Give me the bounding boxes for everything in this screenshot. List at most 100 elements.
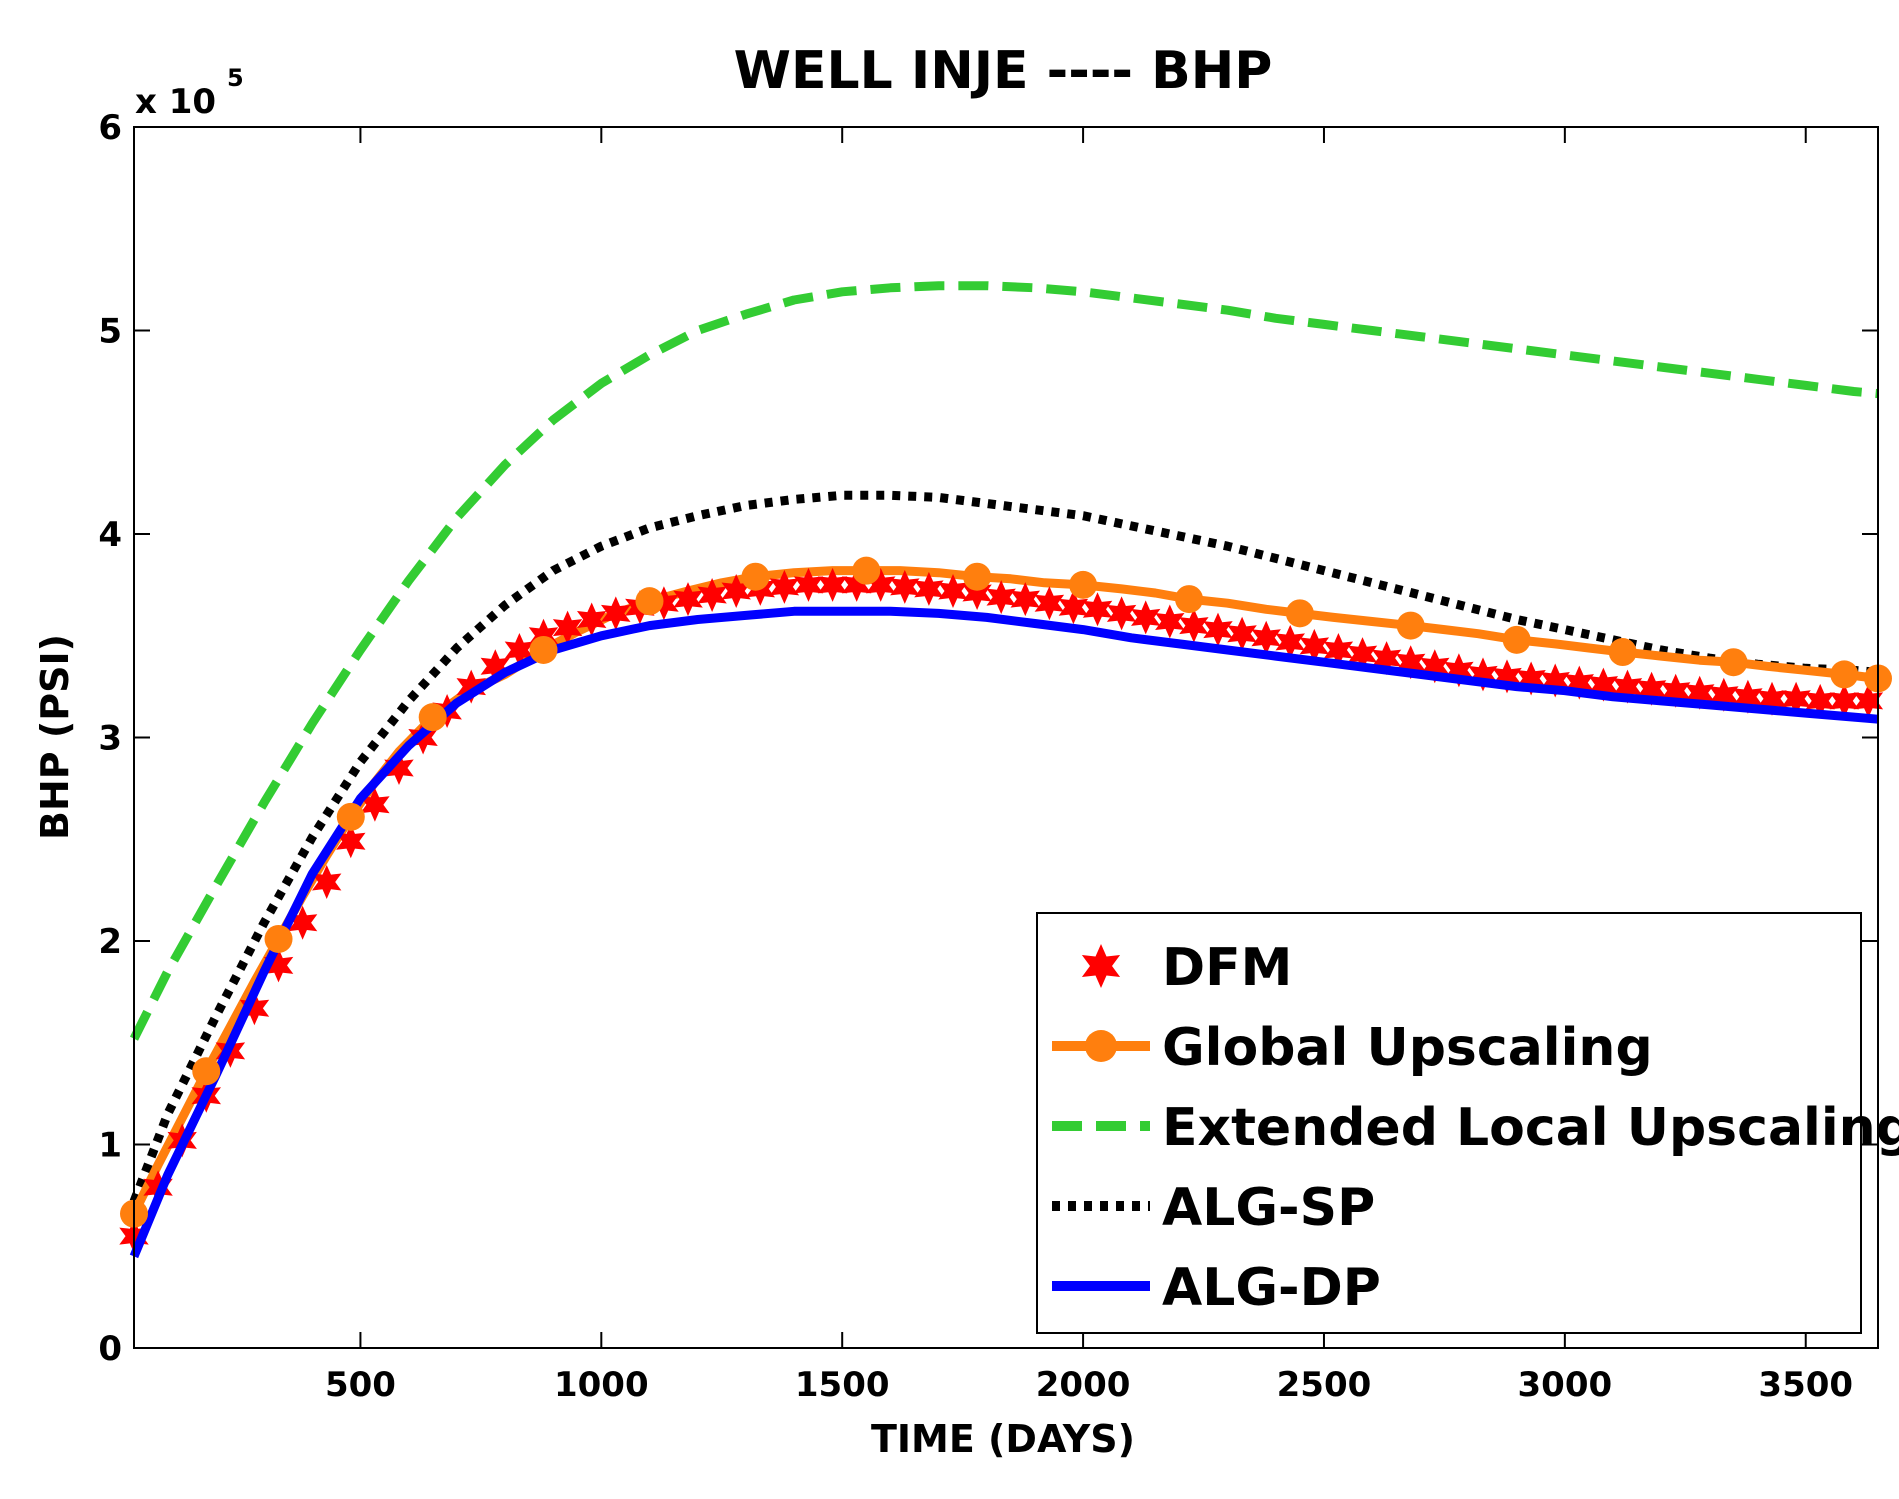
data-point-dfm <box>1299 628 1330 663</box>
x-tick-label: 3000 <box>1518 1365 1613 1405</box>
legend-label-dfm: DFM <box>1162 938 1292 998</box>
series-extended-local-upscaling <box>129 281 1879 1041</box>
y-tick-label: 2 <box>98 922 122 962</box>
y-tick-label: 1 <box>98 1126 122 1166</box>
data-point-dfm <box>384 751 414 785</box>
data-point-dfm <box>1275 624 1305 659</box>
data-point-dfm <box>1106 596 1137 631</box>
data-point-dfm <box>721 574 751 608</box>
data-point-global-upscaling <box>635 587 664 616</box>
legend-box <box>1036 912 1862 1334</box>
data-point-dfm <box>1829 683 1859 718</box>
data-point-global-upscaling <box>1069 570 1098 599</box>
data-point-dfm <box>1516 661 1546 696</box>
data-point-dfm <box>239 991 270 1026</box>
data-point-dfm <box>1034 586 1065 621</box>
legend-label-alg-dp: ALG-DP <box>1162 1258 1381 1318</box>
data-point-dfm <box>1347 637 1378 672</box>
data-point-dfm <box>890 569 920 604</box>
data-point-global-upscaling <box>1502 625 1531 654</box>
data-point-dfm <box>1540 663 1570 698</box>
data-point-dfm <box>697 578 727 612</box>
legend-label-global-upscaling: Global Upscaling <box>1162 1018 1653 1078</box>
data-point-global-upscaling <box>264 924 293 953</box>
data-point-dfm <box>1492 659 1522 694</box>
data-point-dfm <box>1251 620 1281 655</box>
chart-title: WELL INJE ---- BHP <box>734 41 1273 101</box>
series-line-alg-sp <box>129 490 1879 1204</box>
legend: DFM Global Upscaling Extended Local Upsc… <box>1036 912 1899 1334</box>
data-point-dfm <box>1396 645 1426 680</box>
data-point-dfm <box>1660 673 1691 708</box>
legend-marker-dfm <box>1081 944 1121 988</box>
y-tick-label: 6 <box>98 108 122 148</box>
data-point-dfm <box>866 567 896 602</box>
y-tick-label: 3 <box>98 719 122 759</box>
data-point-global-upscaling <box>418 703 447 732</box>
y-tick-label: 4 <box>98 515 122 555</box>
data-point-global-upscaling <box>741 562 770 591</box>
data-point-global-upscaling <box>1830 660 1859 689</box>
data-point-dfm <box>577 602 607 637</box>
data-point-dfm <box>1636 671 1667 706</box>
data-point-dfm <box>986 580 1016 615</box>
data-point-dfm <box>914 571 944 606</box>
data-point-dfm <box>528 618 559 653</box>
y-multiplier-exponent: 5 <box>227 64 244 92</box>
data-point-dfm <box>1010 582 1040 617</box>
data-point-global-upscaling <box>852 556 881 585</box>
data-point-dfm <box>673 582 703 617</box>
series-layer <box>119 281 1892 1259</box>
data-point-dfm <box>841 567 872 602</box>
data-point-dfm <box>1685 675 1715 710</box>
data-point-dfm <box>456 669 486 704</box>
data-point-dfm <box>552 610 583 645</box>
data-point-dfm <box>1709 677 1739 712</box>
plot-frame <box>133 126 1879 1349</box>
data-point-dfm <box>649 586 679 621</box>
data-point-dfm <box>1155 604 1185 639</box>
data-point-dfm <box>263 948 294 983</box>
data-point-dfm <box>1131 600 1161 635</box>
data-point-dfm <box>1781 681 1811 716</box>
data-point-global-upscaling <box>529 635 558 664</box>
data-point-global-upscaling <box>1608 638 1637 667</box>
data-point-dfm <box>1564 665 1594 700</box>
data-point-global-upscaling <box>336 802 365 831</box>
data-point-dfm <box>817 567 848 602</box>
data-point-dfm <box>312 865 342 899</box>
x-tick-label: 2500 <box>1277 1365 1372 1405</box>
data-point-dfm <box>1058 590 1089 625</box>
series-alg-sp <box>129 490 1879 1204</box>
data-point-global-upscaling <box>192 1057 221 1086</box>
x-tick-label: 1000 <box>554 1365 649 1405</box>
data-point-global-upscaling <box>1285 599 1314 628</box>
data-point-dfm <box>769 569 800 604</box>
legend-label-extended-local-upscaling: Extended Local Upscaling <box>1162 1098 1899 1158</box>
data-point-dfm <box>793 567 824 602</box>
y-multiplier-label: x 10 <box>135 82 216 122</box>
x-tick-label: 3500 <box>1758 1365 1853 1405</box>
data-point-dfm <box>1757 681 1787 716</box>
data-point-dfm <box>360 787 390 822</box>
series-line-extended-local-upscaling <box>129 281 1879 1041</box>
y-axis-label: BHP (PSI) <box>33 634 77 840</box>
data-point-dfm <box>1468 657 1498 692</box>
data-point-dfm <box>504 633 535 667</box>
data-point-global-upscaling <box>1396 611 1425 640</box>
legend-label-alg-sp: ALG-SP <box>1162 1178 1375 1238</box>
data-point-dfm <box>938 574 968 608</box>
data-point-dfm <box>1444 653 1474 688</box>
x-tick-label: 1500 <box>795 1365 890 1405</box>
data-point-dfm <box>1588 667 1619 702</box>
x-axis-label: TIME (DAYS) <box>871 1417 1135 1461</box>
data-point-dfm <box>1323 633 1354 667</box>
x-tick-label: 2000 <box>1036 1365 1131 1405</box>
data-point-dfm <box>1179 608 1209 643</box>
series-alg-dp <box>129 606 1879 1259</box>
data-point-dfm <box>1203 612 1233 647</box>
data-point-dfm <box>480 649 510 684</box>
x-tick-label: 500 <box>325 1365 396 1405</box>
data-point-dfm <box>1612 669 1643 704</box>
